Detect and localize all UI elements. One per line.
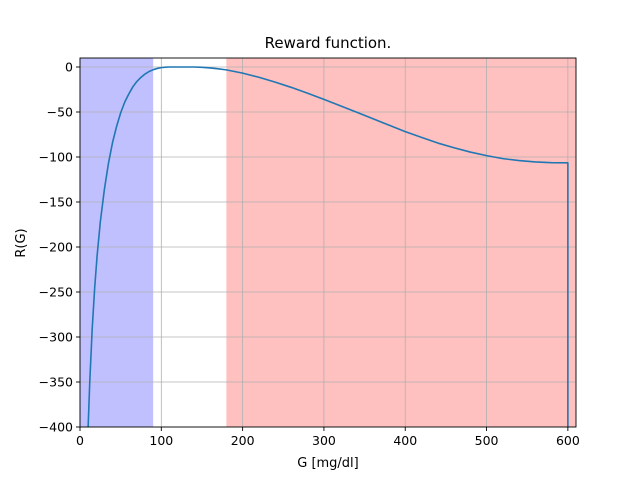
x-tick-label-0: 0 [76,433,84,448]
x-axis-label: G [mg/dl] [297,456,359,471]
y-axis-ticks: 0 −50 −100 −150 −200 −250 −300 −350 −400 [39,60,80,435]
y-tick-label-0: 0 [65,60,73,75]
x-tick-label-1: 100 [149,433,173,448]
series-line-1 [87,66,569,427]
x-tick-label-5: 500 [475,433,499,448]
shaded-region-2 [226,58,576,427]
y-tick-label-3: −150 [39,195,73,210]
y-axis-label: R(G) [14,228,29,257]
axes-border [79,57,577,428]
y-tick-label-6: −300 [39,330,73,345]
shaded-regions [80,58,576,427]
x-tick-label-2: 200 [231,433,255,448]
series-lines [87,66,569,427]
y-tick-label-7: −350 [39,375,73,390]
chart-title: Reward function. [265,34,392,52]
y-tick-label-4: −200 [39,240,73,255]
x-tick-label-3: 300 [312,433,336,448]
x-axis-ticks: 0 100 200 300 400 500 600 [76,427,580,448]
y-tick-label-8: −400 [39,420,73,435]
shaded-region-1 [80,58,154,427]
axes-frame [79,57,577,428]
y-tick-label-5: −250 [39,285,73,300]
y-tick-label-1: −50 [47,105,73,120]
y-tick-label-2: −100 [39,150,73,165]
x-tick-label-4: 400 [393,433,417,448]
x-tick-label-6: 600 [556,433,580,448]
